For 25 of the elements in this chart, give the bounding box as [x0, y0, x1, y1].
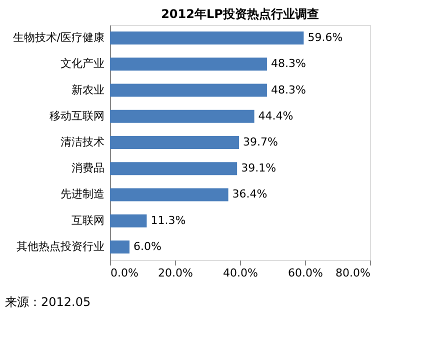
- data-label: 44.4%: [258, 109, 294, 122]
- x-tick-label: 0.0%: [110, 266, 138, 280]
- y-tick-label: 互联网: [72, 214, 104, 227]
- y-tick-label: 新农业: [72, 83, 104, 96]
- data-label: 59.6%: [308, 31, 343, 44]
- data-label: 39.7%: [243, 136, 278, 148]
- y-tick-label: 移动互联网: [50, 109, 104, 122]
- y-tick-label: 清洁技术: [60, 136, 104, 148]
- data-label: 11.3%: [150, 214, 186, 227]
- y-tick-label: 文化产业: [60, 57, 104, 70]
- source-note: 来源：2012.05: [5, 295, 91, 309]
- data-label: 39.1%: [241, 162, 276, 175]
- data-label: 36.4%: [232, 188, 268, 201]
- x-tick-label: 60.0%: [288, 266, 323, 280]
- y-tick-label: 先进制造: [60, 188, 104, 201]
- x-tick-label: 40.0%: [223, 266, 258, 280]
- data-label: 48.3%: [270, 83, 306, 96]
- x-tick-label: 80.0%: [336, 266, 370, 280]
- data-label: 6.0%: [134, 240, 162, 253]
- chart-title: 2012年LP投资热点行业调查: [161, 7, 319, 21]
- y-tick-label: 消费品: [72, 162, 104, 175]
- x-tick-label: 20.0%: [158, 266, 193, 280]
- y-tick-label: 其他热点投资行业: [16, 240, 104, 253]
- y-tick-label: 生物技术/医疗健康: [12, 31, 104, 44]
- data-label: 48.3%: [270, 57, 306, 70]
